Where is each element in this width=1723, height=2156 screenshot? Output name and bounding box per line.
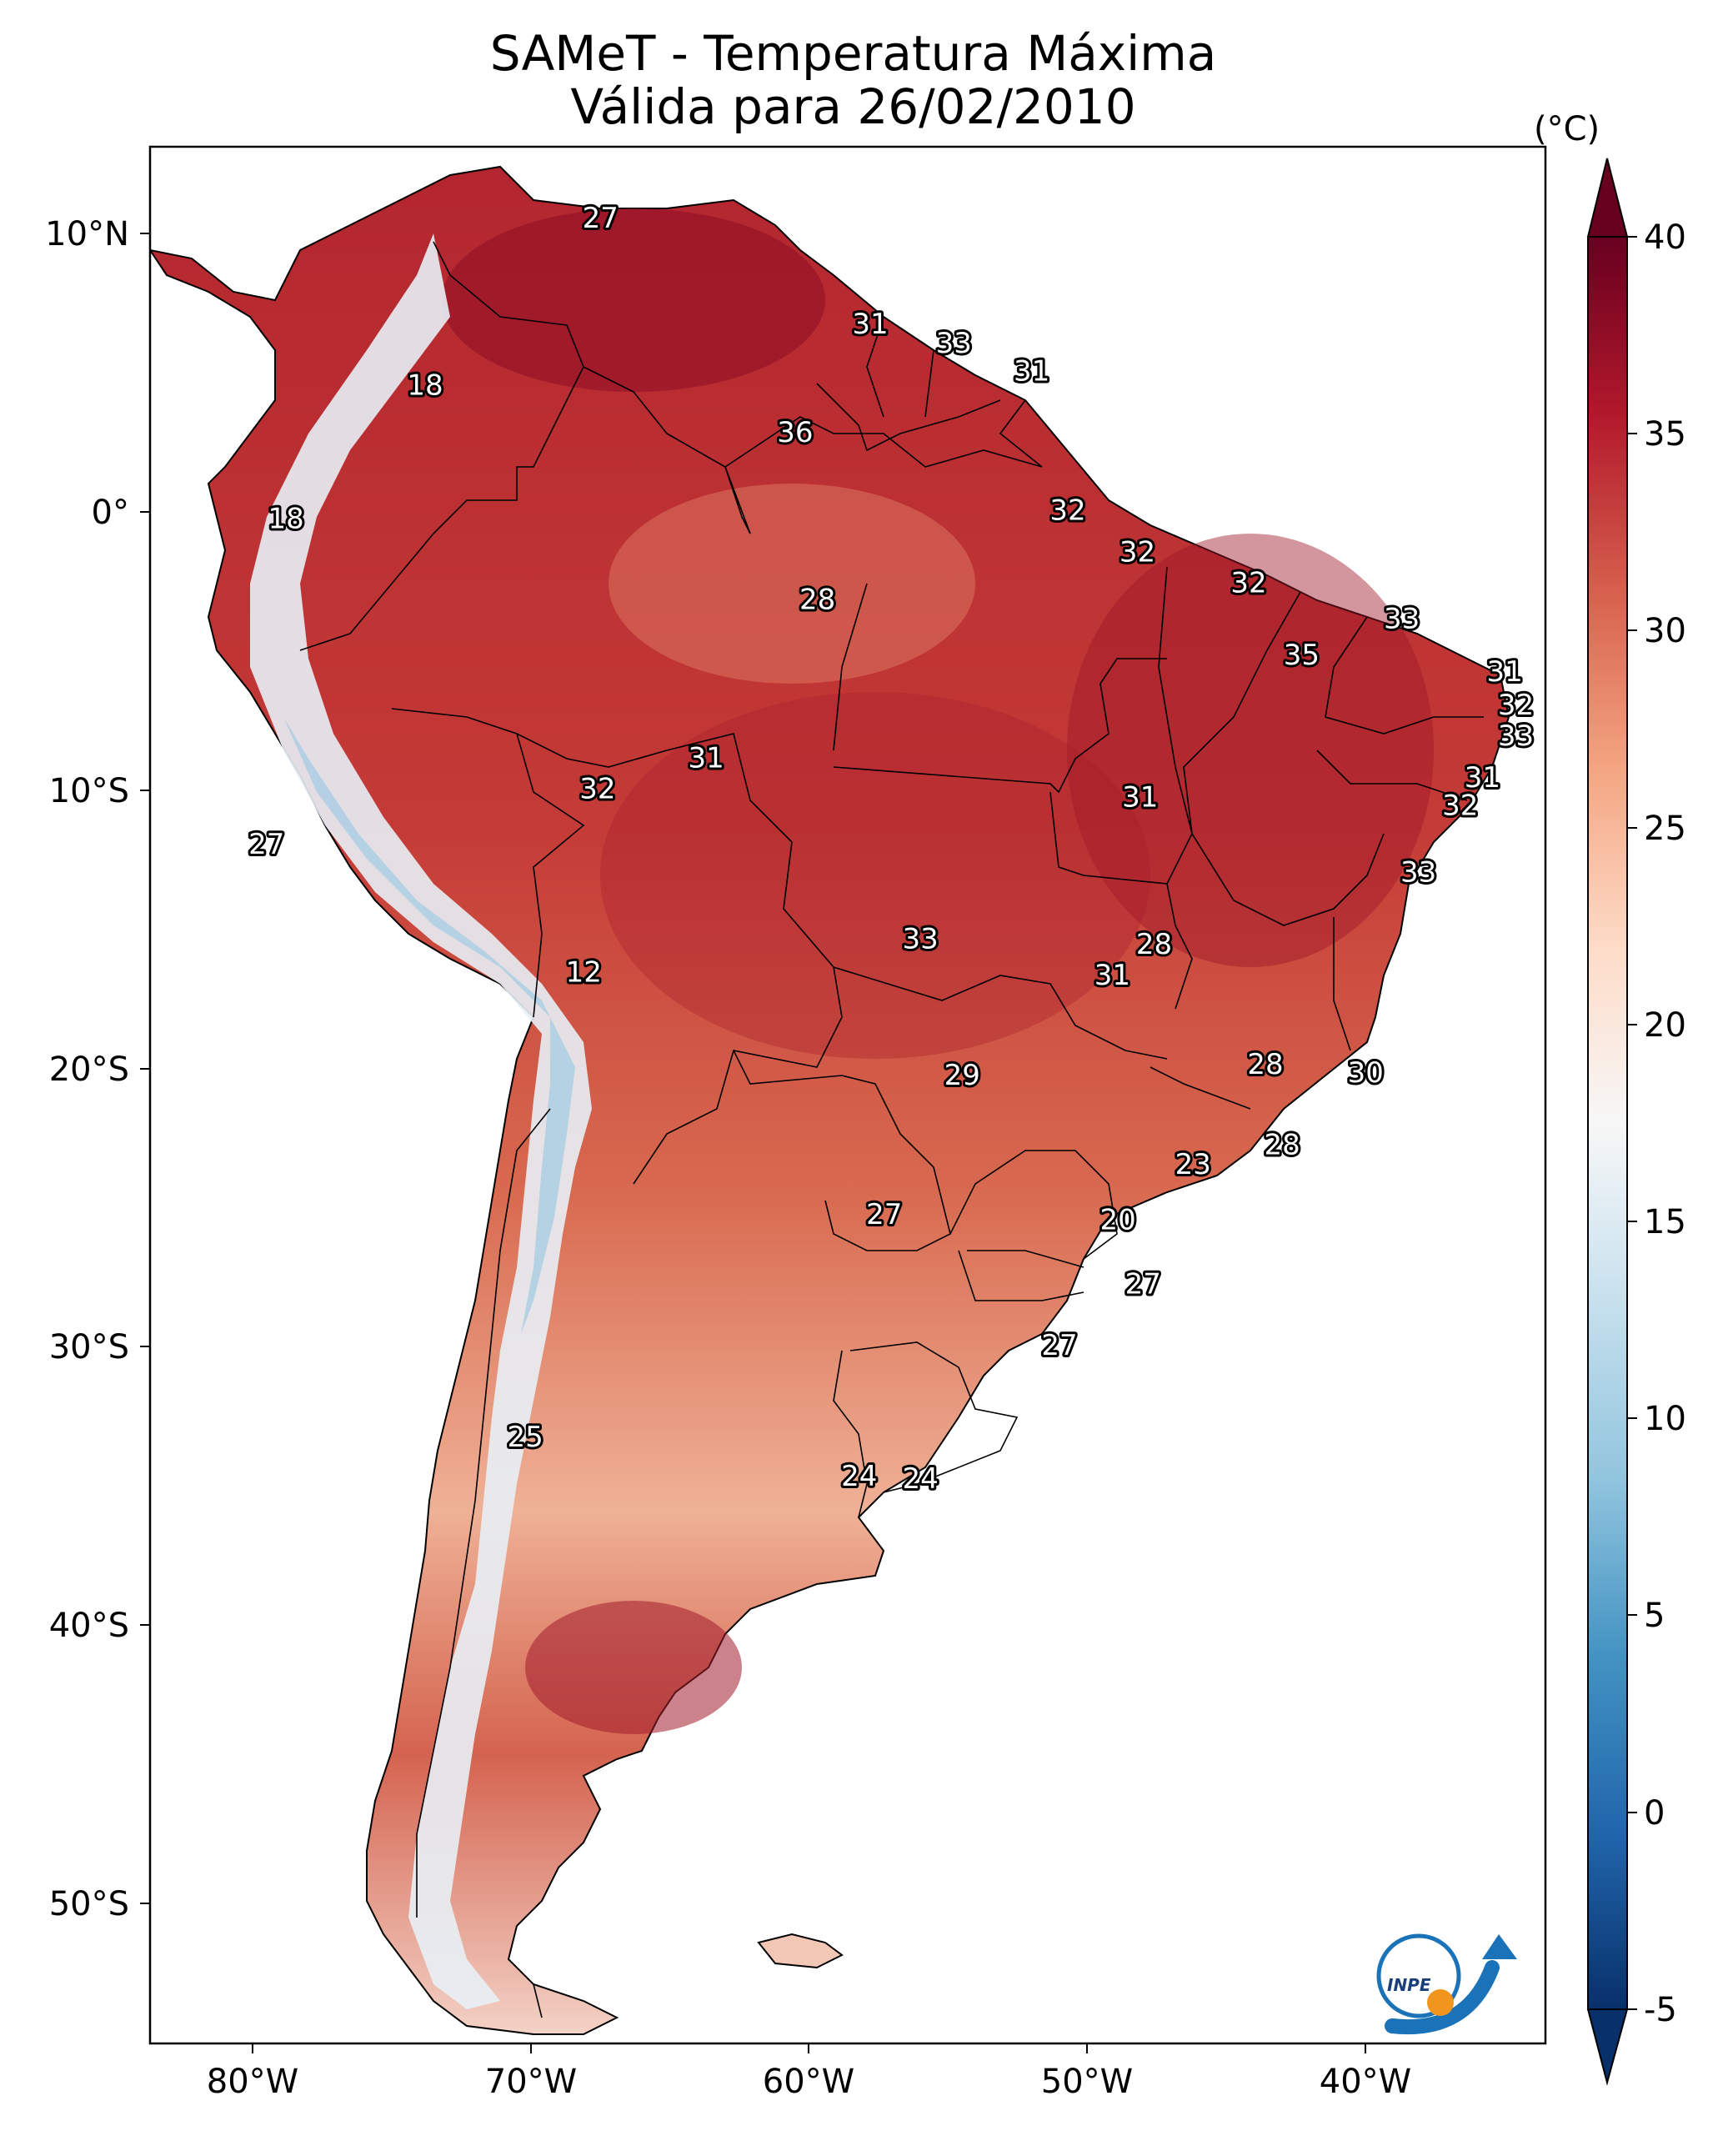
latitude-axis: 10°N 0° 10°S 20°S 30°S 40°S 50°S	[45, 215, 150, 1923]
colorbar-max-arrow	[1586, 158, 1629, 238]
station-label: 32	[1119, 536, 1155, 569]
station-label: 18	[268, 503, 303, 536]
colorbar-unit: (°C)	[1534, 110, 1600, 148]
lon-tick-80w: 80°W	[207, 2063, 298, 2101]
station-label: 31	[1465, 761, 1500, 795]
mild-zone-amazon	[609, 484, 975, 684]
colorbar-tick-0: 0	[1644, 1794, 1665, 1833]
colorbar-tick-15: 15	[1644, 1203, 1686, 1241]
station-label: 32	[1230, 566, 1266, 599]
station-label: 29	[944, 1059, 980, 1092]
station-label: 32	[1498, 689, 1534, 722]
station-label: 32	[1049, 494, 1085, 528]
lat-tick-10s: 10°S	[49, 772, 129, 810]
station-label: 24	[841, 1460, 877, 1493]
map-border	[148, 145, 1547, 2045]
hot-zone-central	[600, 692, 1150, 1059]
colorbar-tick-5: 5	[1644, 1597, 1665, 1635]
colorbar-gradient	[1587, 236, 1628, 2010]
inpe-logo-text: INPE	[1387, 1975, 1431, 1995]
station-label: 27	[866, 1198, 902, 1231]
lon-tick-70w: 70°W	[485, 2063, 577, 2101]
station-label: 36	[777, 416, 813, 449]
lat-tick-50s: 50°S	[49, 1885, 129, 1923]
station-label: 35	[1284, 639, 1320, 672]
station-label: 31	[1486, 655, 1522, 689]
station-label: 33	[902, 923, 938, 956]
station-label: 28	[1264, 1129, 1300, 1162]
lat-tick-20s: 20°S	[49, 1050, 129, 1089]
falkland-islands	[757, 1933, 844, 1969]
station-label: 31	[688, 742, 724, 775]
station-label: 25	[507, 1421, 543, 1454]
colorbar-tick-30: 30	[1644, 612, 1686, 650]
lat-tick-0: 0°	[92, 494, 129, 532]
station-label: 31	[1014, 355, 1049, 389]
colorbar-tick-25: 25	[1644, 810, 1686, 848]
inpe-logo: INPE	[1376, 1933, 1517, 2035]
map-subtitle: Válida para 26/02/2010	[570, 78, 1136, 135]
station-label: 24	[902, 1462, 938, 1496]
country-borders	[299, 241, 1484, 2018]
station-label: 33	[936, 327, 972, 360]
hot-zone-northeast	[1067, 534, 1434, 967]
station-label: 33	[1400, 855, 1436, 889]
map-title: SAMeT - Temperatura Máxima	[489, 25, 1217, 82]
colorbar-tick-35: 35	[1644, 415, 1686, 454]
station-label: 31	[1094, 959, 1130, 992]
station-label: 23	[1175, 1148, 1211, 1181]
longitude-axis: 80°W 70°W 60°W 50°W 40°W	[207, 2043, 1411, 2101]
station-label: 27	[1125, 1268, 1161, 1301]
hot-zone-venezuela	[442, 208, 825, 392]
colorbar-min-arrow	[1586, 2008, 1629, 2086]
lon-tick-50w: 50°W	[1041, 2063, 1133, 2101]
lat-tick-40s: 40°S	[49, 1607, 129, 1645]
colorbar-tick-20: 20	[1644, 1006, 1686, 1045]
colorbar-tick-10: 10	[1644, 1400, 1686, 1438]
station-label: 30	[1348, 1056, 1384, 1090]
station-label: 28	[799, 583, 835, 616]
colorbar: 40 35 30 25 20 15 10 5 0 -5	[1586, 158, 1686, 2086]
station-label: 20	[1099, 1204, 1135, 1237]
station-label: 27	[248, 828, 284, 861]
station-label: 32	[1442, 789, 1478, 822]
station-label: 18	[407, 369, 443, 402]
andes-blue-core	[283, 717, 575, 1334]
lat-tick-10n: 10°N	[45, 215, 129, 253]
station-label: 33	[1498, 720, 1534, 753]
station-label: 28	[1247, 1048, 1283, 1081]
colorbar-tick-40: 40	[1644, 218, 1686, 257]
station-label: 31	[852, 308, 888, 341]
station-label: 33	[1384, 603, 1420, 636]
station-label: 27	[1041, 1329, 1077, 1362]
lon-tick-40w: 40°W	[1320, 2063, 1411, 2101]
station-label: 12	[566, 956, 602, 990]
lat-tick-30s: 30°S	[49, 1328, 129, 1366]
colorbar-tick-minus5: -5	[1644, 1991, 1677, 2029]
hot-zone-patagonia	[525, 1601, 742, 1734]
station-label: 27	[583, 202, 619, 235]
station-label: 28	[1136, 928, 1172, 961]
station-label: 31	[1122, 780, 1158, 814]
lon-tick-60w: 60°W	[763, 2063, 854, 2101]
station-label: 32	[579, 772, 615, 805]
